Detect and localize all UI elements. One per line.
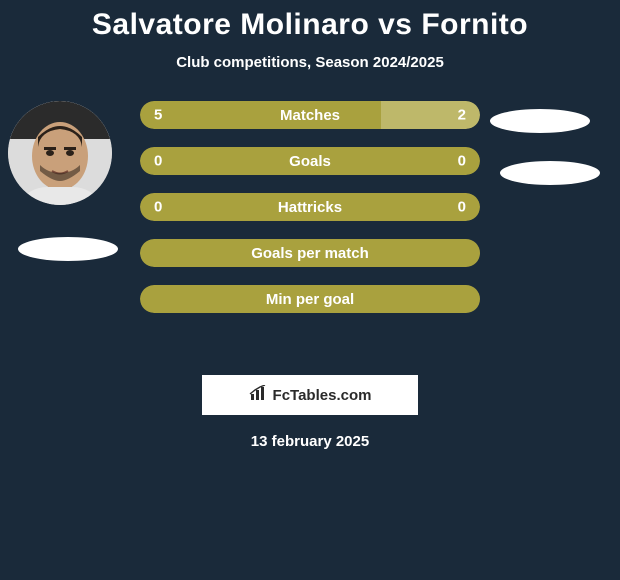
player-right-name-plate	[500, 161, 600, 185]
stat-label: Min per goal	[266, 291, 354, 308]
brand-text: FcTables.com	[273, 387, 372, 404]
player-left-avatar	[8, 101, 112, 205]
stat-value-left: 5	[154, 107, 162, 124]
stat-label: Hattricks	[278, 199, 342, 216]
stat-value-right: 0	[458, 153, 466, 170]
stat-label: Goals	[289, 153, 331, 170]
player-right-avatar-placeholder	[490, 109, 590, 133]
stat-value-right: 2	[458, 107, 466, 124]
brand-badge: FcTables.com	[202, 375, 418, 415]
stat-bar-fill-left	[140, 101, 381, 129]
stat-bar: 0 0 Hattricks	[140, 193, 480, 221]
subtitle: Club competitions, Season 2024/2025	[0, 54, 620, 71]
stat-bar: Min per goal	[140, 285, 480, 313]
stat-value-left: 0	[154, 153, 162, 170]
stat-bar-fill-left	[140, 147, 310, 175]
stat-bar-fill-right	[310, 147, 480, 175]
stat-bars: 5 2 Matches 0 0 Goals 0 0 Hattricks Goals per mat…	[140, 101, 480, 331]
stat-bar: 0 0 Goals	[140, 147, 480, 175]
player-left-name-plate	[18, 237, 118, 261]
page-title: Salvatore Molinaro vs Fornito	[0, 0, 620, 42]
stat-bar: Goals per match	[140, 239, 480, 267]
stat-value-right: 0	[458, 199, 466, 216]
avatar-photo-icon	[8, 101, 112, 205]
stat-label: Matches	[280, 107, 340, 124]
bar-chart-icon	[249, 385, 269, 406]
comparison-content: 5 2 Matches 0 0 Goals 0 0 Hattricks Goals per mat…	[0, 101, 620, 361]
stat-bar: 5 2 Matches	[140, 101, 480, 129]
date-label: 13 february 2025	[0, 433, 620, 450]
stat-value-left: 0	[154, 199, 162, 216]
stat-label: Goals per match	[251, 245, 369, 262]
